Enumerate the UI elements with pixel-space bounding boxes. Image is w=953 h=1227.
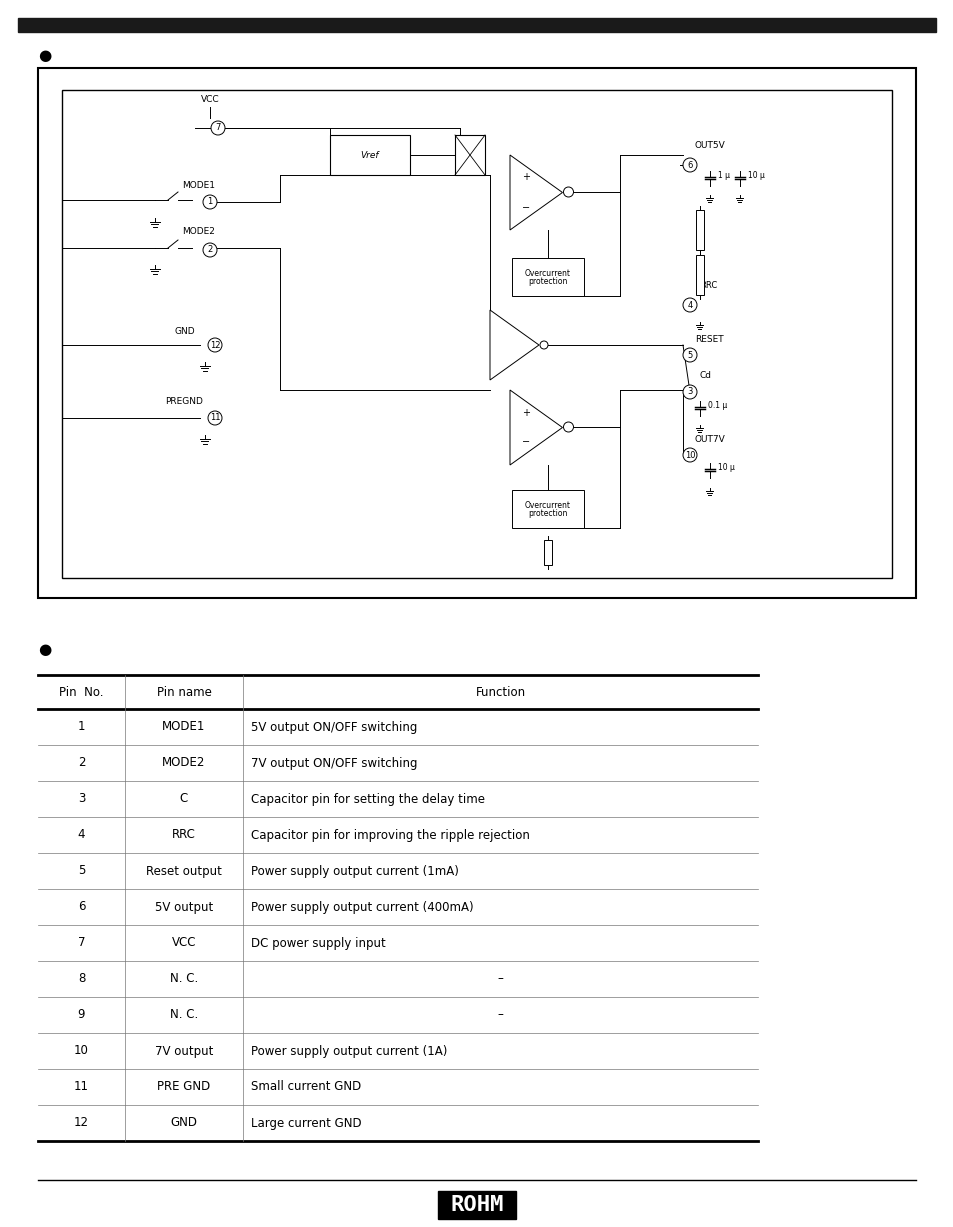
Bar [330,135,410,175]
Text: protection: protection [528,508,567,518]
Text: –: – [497,973,503,985]
Text: +: + [521,407,529,417]
Text: 10: 10 [74,1044,89,1058]
Text: 1: 1 [77,720,85,734]
Text: 7: 7 [77,936,85,950]
Text: 1: 1 [207,198,213,206]
Text: Capacitor pin for improving the ripple rejection: Capacitor pin for improving the ripple r… [251,828,529,842]
Text: Capacitor pin for setting the delay time: Capacitor pin for setting the delay time [251,793,484,805]
Text: 3: 3 [78,793,85,805]
Circle shape [203,243,216,256]
Text: 7: 7 [215,124,220,133]
Text: 4: 4 [687,301,692,309]
Text: 1 μ: 1 μ [718,171,729,179]
Text: 6: 6 [686,161,692,169]
Bar [18,18,935,32]
Text: 5V output ON/OFF switching: 5V output ON/OFF switching [251,720,417,734]
Circle shape [539,341,547,348]
Bar [512,490,583,528]
Circle shape [682,385,697,399]
Circle shape [563,187,573,198]
Text: GND: GND [174,328,195,336]
Text: 10 μ: 10 μ [718,463,734,471]
Text: C: C [180,793,188,805]
Text: Cd: Cd [700,371,711,379]
Circle shape [203,195,216,209]
Text: ●: ● [38,48,51,63]
Text: Power supply output current (1A): Power supply output current (1A) [251,1044,447,1058]
Bar [696,210,703,250]
Circle shape [563,422,573,432]
Text: 2: 2 [77,757,85,769]
Circle shape [682,348,697,362]
Text: MODE1: MODE1 [182,182,214,190]
Text: 2: 2 [207,245,213,254]
Text: MODE2: MODE2 [162,757,206,769]
Text: protection: protection [528,276,567,286]
Text: VCC: VCC [172,936,196,950]
Bar [455,135,484,175]
Text: 11: 11 [74,1081,89,1093]
Text: −: − [521,438,529,448]
Text: 12: 12 [210,341,220,350]
Circle shape [208,337,222,352]
Text: 12: 12 [74,1117,89,1130]
Text: 5: 5 [78,865,85,877]
Text: N. C.: N. C. [170,1009,198,1022]
Text: 4: 4 [77,828,85,842]
Text: Function: Function [475,686,525,698]
Text: 6: 6 [77,901,85,913]
Text: 9: 9 [77,1009,85,1022]
Text: Small current GND: Small current GND [251,1081,361,1093]
Text: 10 μ: 10 μ [747,171,764,179]
Circle shape [211,121,225,135]
Text: +: + [521,173,529,183]
Text: −: − [521,202,529,212]
Text: 10: 10 [684,450,695,459]
Text: OUT5V: OUT5V [695,141,725,150]
Text: Large current GND: Large current GND [251,1117,361,1130]
Text: RRC: RRC [700,281,717,290]
Bar [543,540,552,564]
Circle shape [682,448,697,463]
Text: ●: ● [38,643,51,658]
Text: 3: 3 [686,388,692,396]
Text: Overcurrent: Overcurrent [524,269,571,277]
Text: Power supply output current (400mA): Power supply output current (400mA) [251,901,473,913]
Text: Pin name: Pin name [156,686,212,698]
Circle shape [682,158,697,172]
Text: N. C.: N. C. [170,973,198,985]
Bar [62,90,891,578]
Text: RESET: RESET [695,335,723,345]
Text: GND: GND [171,1117,197,1130]
Text: 11: 11 [210,413,220,422]
Text: DC power supply input: DC power supply input [251,936,385,950]
Text: 7V output ON/OFF switching: 7V output ON/OFF switching [251,757,417,769]
Bar [512,258,583,296]
Text: 5V output: 5V output [154,901,213,913]
Text: 0.1 μ: 0.1 μ [707,400,726,410]
Text: MODE2: MODE2 [182,227,214,237]
Bar [437,1191,516,1218]
Text: RRC: RRC [172,828,195,842]
Text: ROHM: ROHM [450,1195,503,1215]
Text: 5: 5 [687,351,692,360]
Text: Overcurrent: Overcurrent [524,501,571,509]
Circle shape [208,411,222,425]
Text: Vref: Vref [360,151,379,160]
Bar [38,67,915,598]
Circle shape [682,298,697,312]
Text: VCC: VCC [200,96,219,104]
Text: Pin  No.: Pin No. [59,686,104,698]
Text: PRE GND: PRE GND [157,1081,211,1093]
Text: Reset output: Reset output [146,865,222,877]
Bar [696,255,703,294]
Text: Power supply output current (1mA): Power supply output current (1mA) [251,865,458,877]
Text: –: – [497,1009,503,1022]
Text: 7V output: 7V output [154,1044,213,1058]
Text: MODE1: MODE1 [162,720,206,734]
Text: OUT7V: OUT7V [695,436,725,444]
Text: 8: 8 [78,973,85,985]
Text: PREGND: PREGND [165,398,203,406]
